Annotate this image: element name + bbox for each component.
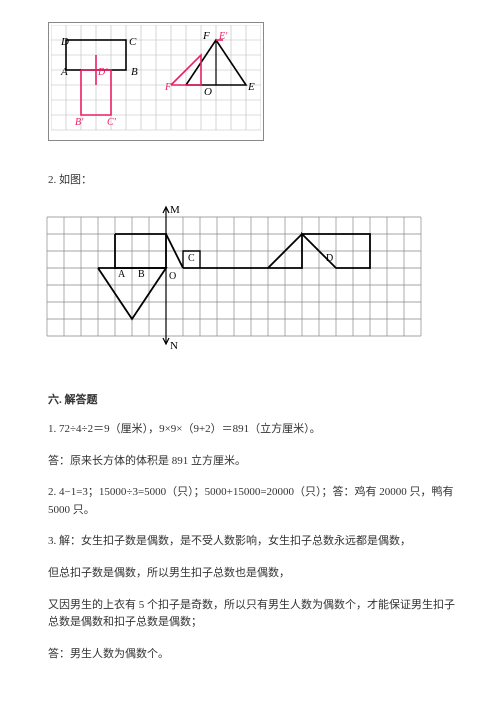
figure-1-svg: D C A D' B B' C' F E' F' O E	[51, 25, 261, 135]
figure-1: D C A D' B B' C' F E' F' O E	[48, 22, 264, 141]
answer-line-6: 又因男生的上衣有 5 个扣子是奇数，所以只有男生人数为偶数个，才能保证男生扣子总…	[48, 597, 500, 632]
svg-text:C: C	[188, 253, 195, 264]
svg-text:E: E	[247, 81, 255, 93]
svg-text:C: C	[129, 36, 137, 48]
svg-text:A: A	[60, 66, 68, 78]
answer-line-1: 1. 72÷4÷2＝9（厘米），9×9×（9+2）＝891（立方厘米）。	[48, 421, 500, 439]
svg-text:D: D	[60, 36, 69, 48]
svg-text:M: M	[170, 204, 180, 216]
answer-line-4: 3. 解：女生扣子数是偶数，是不受人数影响，女生扣子总数永远都是偶数，	[48, 533, 500, 551]
svg-text:F: F	[202, 30, 210, 42]
svg-text:N: N	[170, 340, 178, 352]
svg-text:B': B'	[75, 117, 84, 128]
answer-line-3: 2. 4−1=3；15000÷3=5000（只）；5000+15000=2000…	[48, 484, 500, 519]
figure-2-labels: M N A B C O D	[118, 204, 333, 352]
section-6-title: 六. 解答题	[48, 391, 500, 407]
figure-2: M N A B C O D	[44, 199, 500, 357]
svg-text:A: A	[118, 269, 126, 280]
caption-2: 2. 如图：	[48, 171, 500, 187]
svg-text:D: D	[326, 253, 333, 264]
svg-text:B: B	[131, 66, 138, 78]
svg-text:E': E'	[218, 31, 228, 42]
answer-line-2: 答：原来长方体的体积是 891 立方厘米。	[48, 453, 500, 471]
svg-text:O: O	[204, 86, 212, 98]
figure-1-labels: D C A D' B B' C' F E' F' O E	[60, 30, 255, 128]
answer-line-7: 答：男生人数为偶数个。	[48, 646, 500, 664]
svg-text:F': F'	[164, 82, 174, 93]
svg-text:D': D'	[97, 67, 108, 78]
figure-2-svg: M N A B C O D	[44, 199, 424, 354]
svg-text:O: O	[169, 271, 176, 282]
answer-line-5: 但总扣子数是偶数，所以男生扣子总数也是偶数，	[48, 565, 500, 583]
svg-text:C': C'	[107, 117, 117, 128]
svg-text:B: B	[138, 269, 145, 280]
